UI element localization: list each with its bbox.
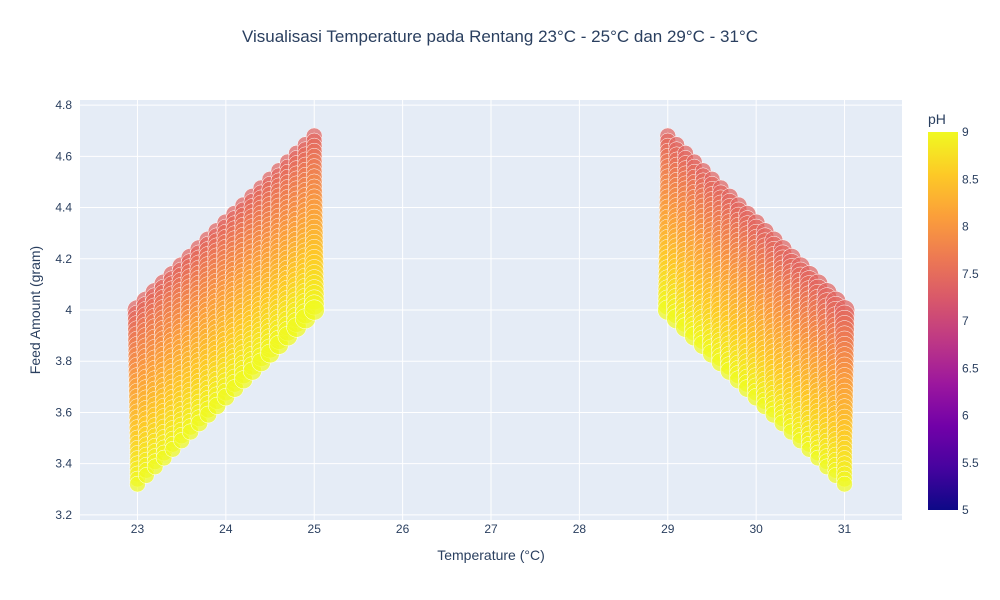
colorbar-gradient <box>928 132 958 510</box>
colorbar-tick-label: 6 <box>962 409 969 423</box>
scatter-point <box>303 299 325 321</box>
y-tick-label: 4.6 <box>55 149 72 163</box>
y-tick-label: 3.6 <box>55 405 72 419</box>
colorbar-tick-label: 8.5 <box>962 172 979 186</box>
x-tick-label: 27 <box>484 522 498 536</box>
y-tick-label: 3.2 <box>55 508 72 522</box>
colorbar-tick-label: 8 <box>962 220 969 234</box>
y-tick-label: 4.4 <box>55 201 72 215</box>
scatter-point <box>836 475 853 493</box>
colorbar-tick-label: 6.5 <box>962 361 979 375</box>
x-tick-label: 29 <box>661 522 675 536</box>
x-tick-label: 25 <box>308 522 322 536</box>
x-tick-label: 30 <box>749 522 763 536</box>
x-tick-labels: 23 24 25 26 27 28 29 30 31 <box>131 522 852 536</box>
y-tick-labels: 3.2 3.4 3.6 3.8 4 4.2 4.4 4.6 4.8 <box>55 98 72 522</box>
y-axis-title: Feed Amount (gram) <box>27 246 43 374</box>
colorbar-tick-labels: 5 5.5 6 6.5 7 7.5 8 8.5 9 <box>962 125 979 517</box>
colorbar-tick-label: 5 <box>962 503 969 517</box>
x-tick-label: 26 <box>396 522 410 536</box>
colorbar-title: pH <box>928 111 946 127</box>
colorbar-tick-label: 9 <box>962 125 969 139</box>
x-tick-label: 28 <box>573 522 587 536</box>
y-tick-label: 3.4 <box>55 457 72 471</box>
colorbar-tick-label: 7.5 <box>962 267 979 281</box>
data-points <box>127 127 855 493</box>
y-tick-label: 4.2 <box>55 252 72 266</box>
y-tick-label: 4 <box>65 303 72 317</box>
y-tick-label: 4.8 <box>55 98 72 112</box>
x-tick-label: 23 <box>131 522 145 536</box>
x-tick-label: 24 <box>219 522 233 536</box>
y-tick-label: 3.8 <box>55 354 72 368</box>
colorbar-tick-label: 5.5 <box>962 456 979 470</box>
x-tick-label: 31 <box>838 522 852 536</box>
colorbar-tick-label: 7 <box>962 314 969 328</box>
colorbar: pH 5 5.5 6 6.5 7 7.5 8 8.5 9 <box>928 111 979 517</box>
chart-title: Visualisasi Temperature pada Rentang 23°… <box>242 27 758 46</box>
x-axis-title: Temperature (°C) <box>437 547 545 563</box>
